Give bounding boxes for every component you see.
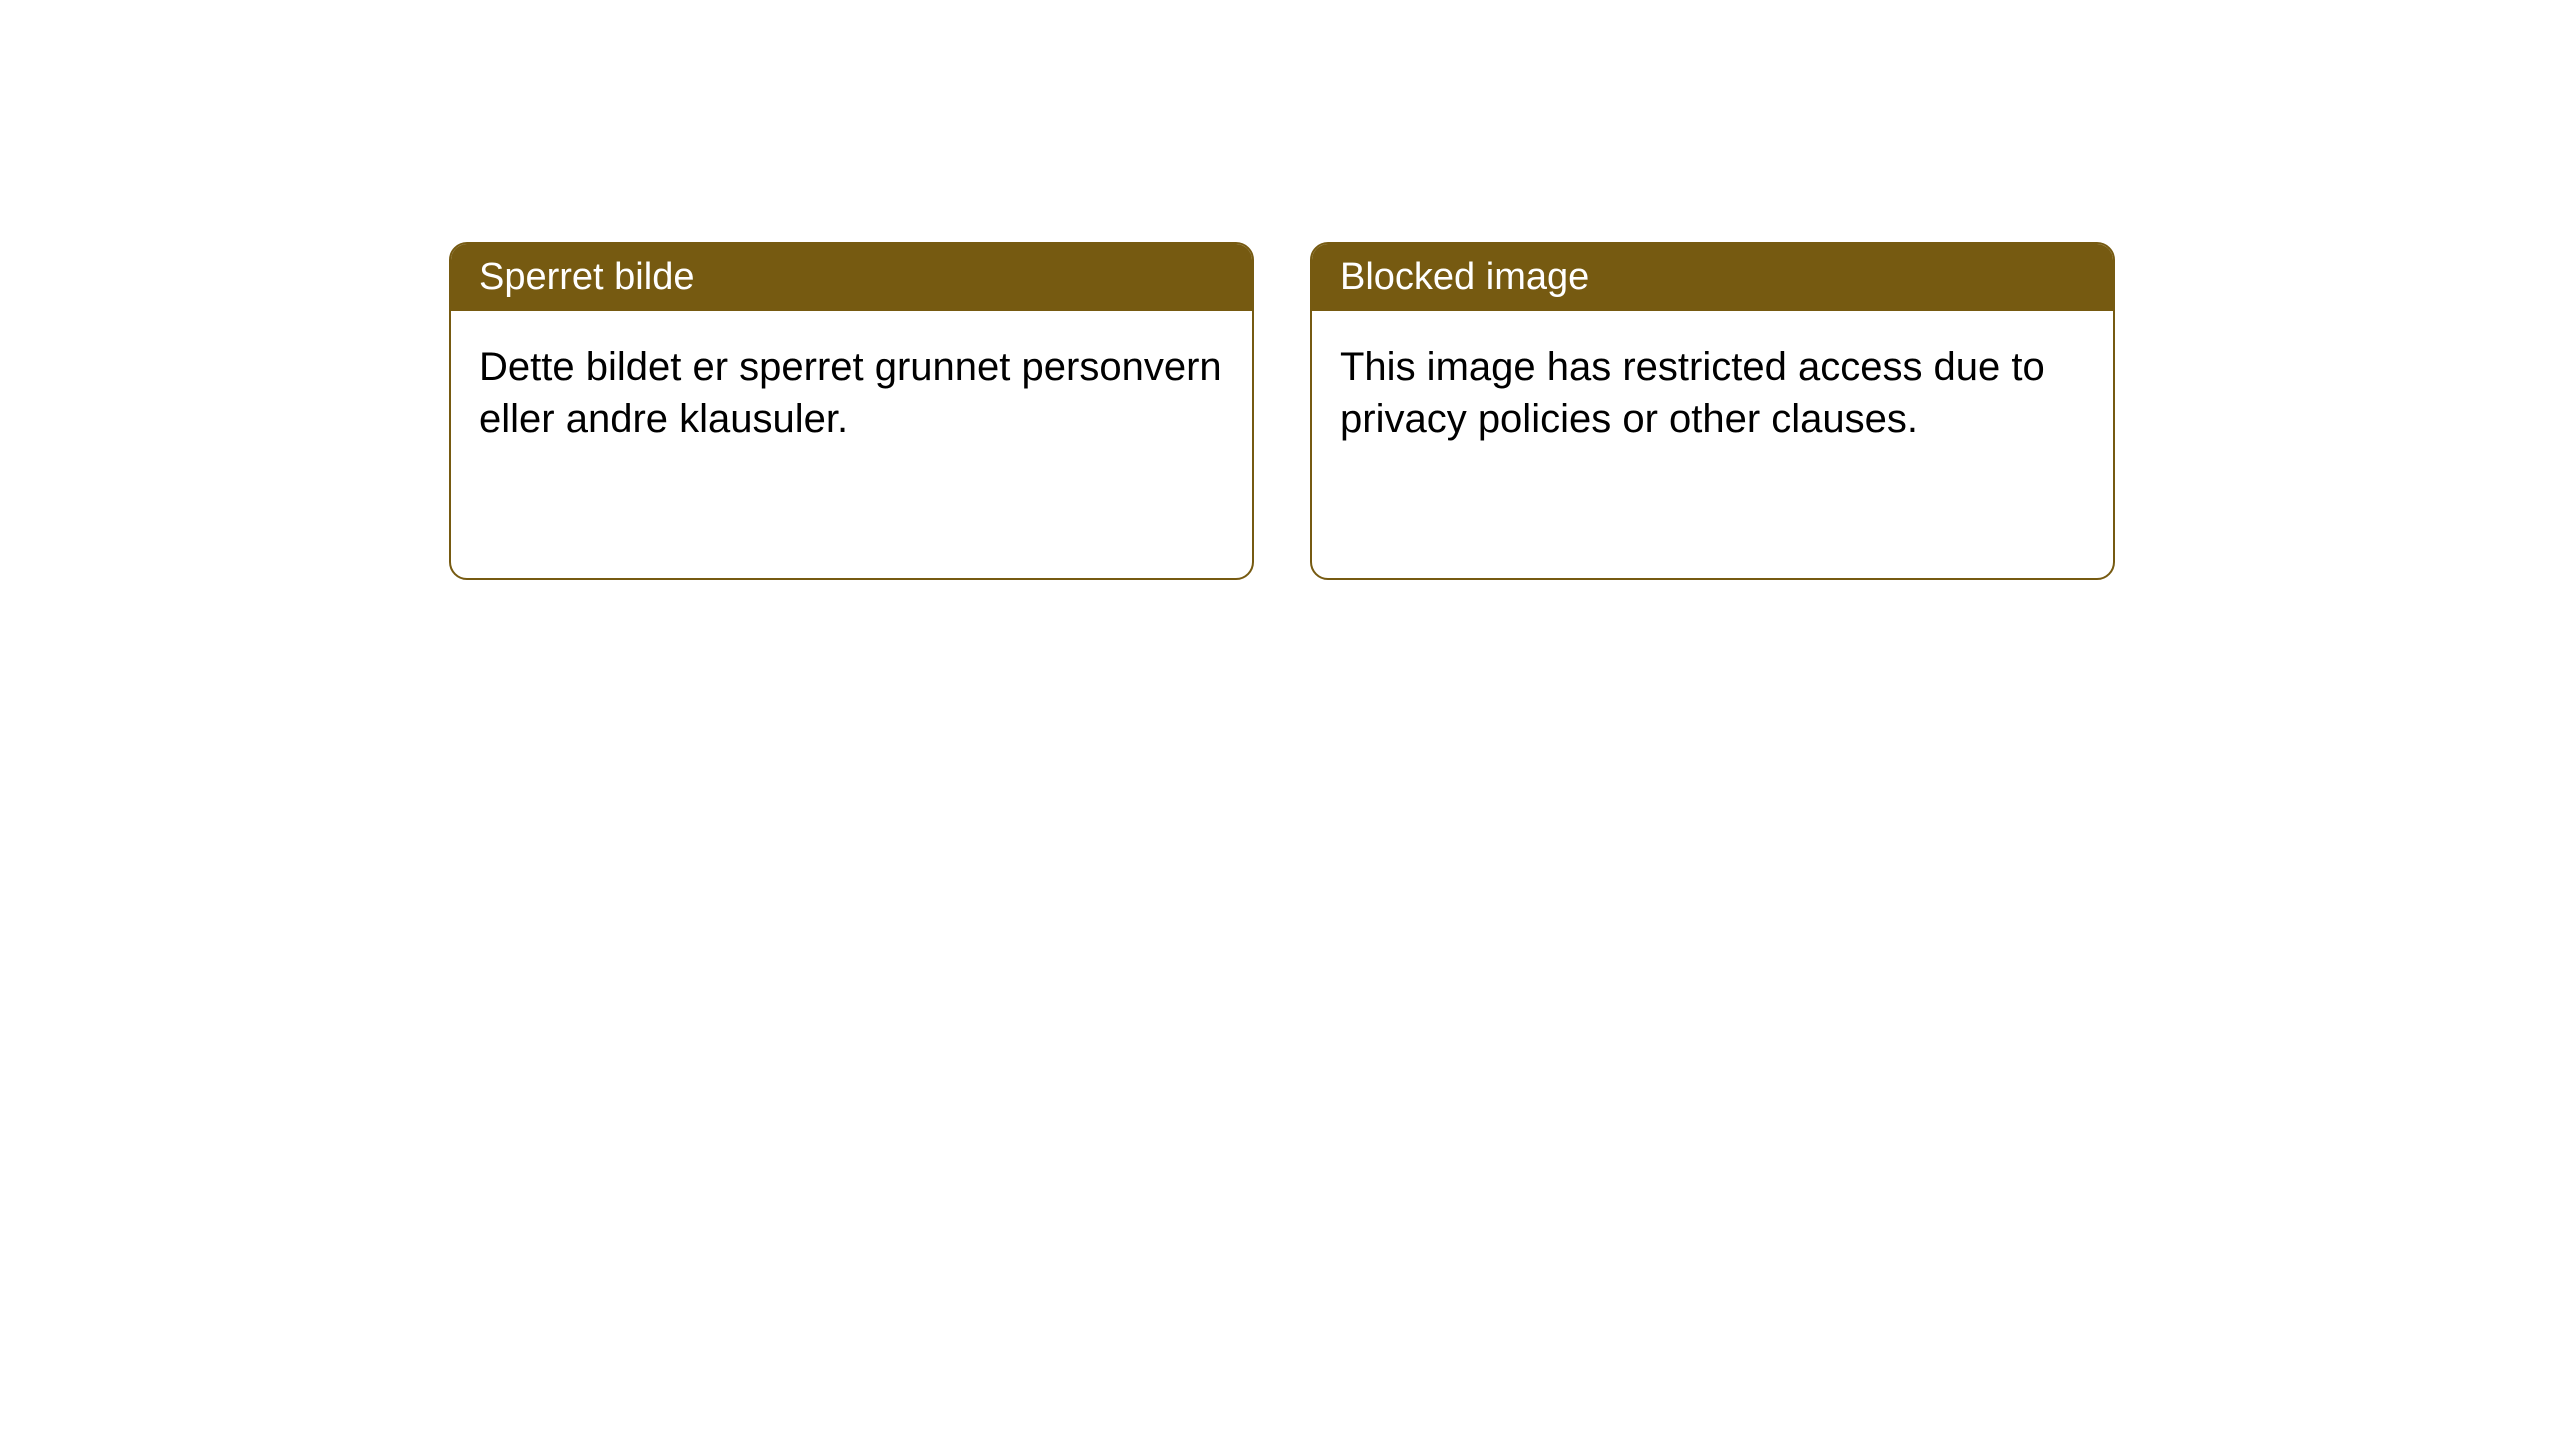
notice-body-text-no: Dette bildet er sperret grunnet personve… (479, 345, 1222, 441)
notice-card-en: Blocked image This image has restricted … (1310, 242, 2115, 580)
notice-header-no: Sperret bilde (451, 244, 1252, 311)
notice-title-en: Blocked image (1340, 256, 1589, 298)
notice-title-no: Sperret bilde (479, 256, 694, 298)
notice-body-text-en: This image has restricted access due to … (1340, 345, 2045, 441)
notice-body-en: This image has restricted access due to … (1312, 311, 2113, 475)
notice-card-no: Sperret bilde Dette bildet er sperret gr… (449, 242, 1254, 580)
notice-header-en: Blocked image (1312, 244, 2113, 311)
notice-body-no: Dette bildet er sperret grunnet personve… (451, 311, 1252, 475)
notice-container: Sperret bilde Dette bildet er sperret gr… (449, 242, 2115, 580)
